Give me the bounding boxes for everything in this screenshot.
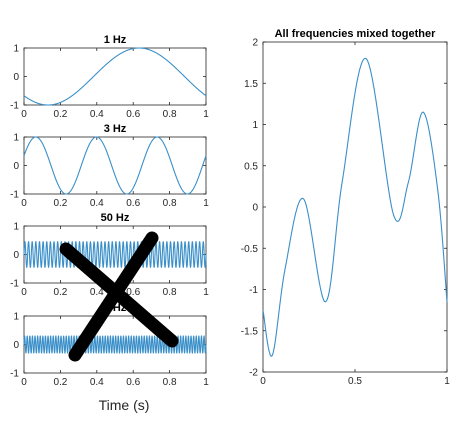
- panel-50-hz: 50 Hz0 0.2 0.4 0.6 0.8 1-101: [10, 212, 209, 298]
- x-tick-label: 0.2: [53, 198, 67, 209]
- y-tick-label: 0: [13, 72, 19, 83]
- series-line-7-hz: [23, 335, 207, 354]
- x-tick-label: 0.2: [53, 287, 67, 298]
- y-tick-label: -1: [10, 369, 19, 380]
- crossout-stroke-2: [68, 231, 159, 362]
- y-tick-label: -1.5: [241, 326, 259, 337]
- y-tick-label: 2: [252, 38, 258, 49]
- x-tick-label: 0.6: [126, 287, 140, 298]
- panel-7-hz: 7 Hz0 0.2 0.4 0.6 0.8 1-101: [10, 302, 209, 388]
- series-line-3-hz: [23, 136, 207, 195]
- x-tick-label: 0.2: [53, 109, 67, 120]
- x-tick-label: 0: [21, 109, 27, 120]
- y-tick-label: 0: [13, 161, 19, 172]
- x-tick-label: 0.4: [90, 377, 104, 388]
- x-tick-label: 1: [203, 198, 209, 209]
- y-tick-label: 1: [13, 133, 19, 144]
- series-line-1-hz: [23, 47, 207, 106]
- y-tick-label: -2: [249, 368, 258, 379]
- y-tick-label: -1: [10, 101, 19, 112]
- y-tick-label: 1: [13, 312, 19, 323]
- y-tick-label: 1: [252, 120, 258, 131]
- x-tick-label: 0.6: [126, 377, 140, 388]
- x-tick-label: 0.8: [163, 109, 177, 120]
- x-tick-label: 0: [260, 376, 266, 387]
- x-tick-label: 0.6: [126, 109, 140, 120]
- panel-3-hz: 3 Hz0 0.2 0.4 0.6 0.8 1-101: [10, 123, 209, 209]
- x-tick-label: 1: [444, 376, 450, 387]
- x-tick-label: 1: [203, 109, 209, 120]
- x-tick-label: 0: [21, 377, 27, 388]
- y-tick-label: 0.5: [244, 161, 258, 172]
- y-tick-label: 0: [252, 203, 258, 214]
- crossout-mark: [59, 231, 179, 362]
- x-tick-label: 1: [203, 377, 209, 388]
- x-axis-label-time: Time (s): [99, 397, 150, 413]
- series-line-50-hz: [23, 241, 207, 268]
- series-line-all-frequencies-mixed-together: [262, 57, 448, 357]
- x-tick-label: 0.4: [90, 198, 104, 209]
- panel-1-hz: 1 Hz0 0.2 0.4 0.6 0.8 1-101: [10, 34, 209, 120]
- y-tick-label: 1: [13, 222, 19, 233]
- x-tick-label: 1: [203, 287, 209, 298]
- x-tick-label: 0: [21, 198, 27, 209]
- panel-title-3-hz: 3 Hz: [104, 123, 127, 135]
- y-tick-label: 1.5: [244, 79, 258, 90]
- x-tick-label: 0.8: [163, 287, 177, 298]
- x-tick-label: 0.4: [90, 287, 104, 298]
- x-tick-label: 0.8: [163, 377, 177, 388]
- panel-title-1-hz: 1 Hz: [104, 34, 127, 46]
- x-tick-label: 0.8: [163, 198, 177, 209]
- x-tick-label: 0.6: [126, 198, 140, 209]
- x-tick-label: 0.2: [53, 377, 67, 388]
- x-tick-label: 0: [21, 287, 27, 298]
- y-tick-label: 1: [13, 44, 19, 55]
- y-tick-label: -1: [10, 190, 19, 201]
- y-tick-label: -1: [10, 279, 19, 290]
- y-tick-label: -1: [249, 285, 258, 296]
- y-tick-label: 0: [13, 340, 19, 351]
- y-tick-label: -0.5: [241, 244, 259, 255]
- panel-title-all-frequencies-mixed-together: All frequencies mixed together: [275, 28, 436, 40]
- y-tick-label: 0: [13, 250, 19, 261]
- x-tick-label: 0.4: [90, 109, 104, 120]
- axes-box: [23, 47, 207, 106]
- panel-all-frequencies-mixed-together: All frequencies mixed together 0 0.5 1 -2 -1.…: [241, 28, 450, 387]
- x-tick-label: 0.5: [348, 376, 362, 387]
- panel-title-50-hz: 50 Hz: [101, 212, 130, 224]
